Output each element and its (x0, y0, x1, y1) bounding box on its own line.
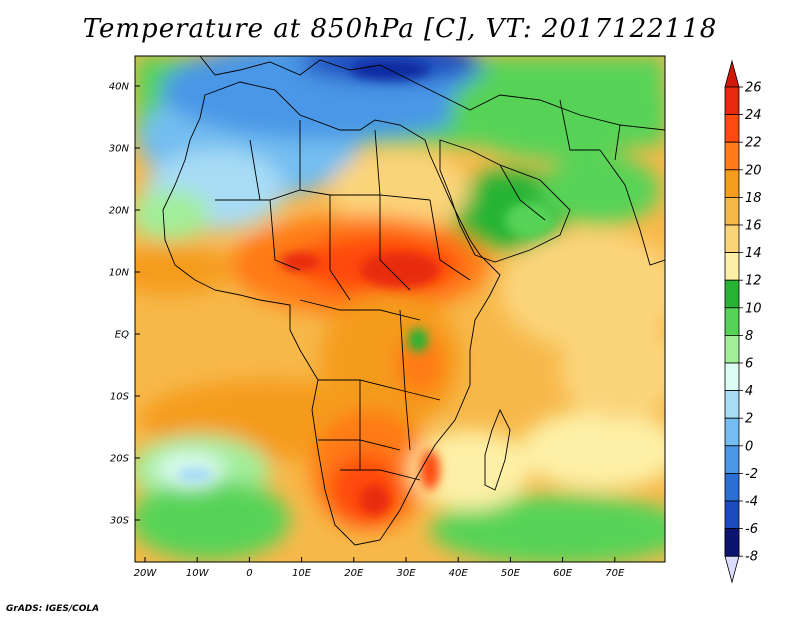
longitude-axis: 20W 10W 0 10E 20E 30E 40E 50E 60E 70E (134, 557, 625, 579)
colorbar-label: 12 (745, 274, 762, 289)
colorbar-box (724, 279, 740, 309)
colorbar-box (724, 307, 740, 336)
colorbar-label: -4 (745, 495, 758, 510)
colorbar-label: 20 (745, 163, 762, 178)
lon-label: 20E (344, 568, 364, 579)
colorbar-box (724, 86, 740, 116)
colorbar-label: 6 (745, 357, 753, 372)
colorbar-box (724, 114, 740, 143)
colorbar-box (724, 196, 740, 226)
colorbar-box (724, 141, 740, 171)
lon-label: 20W (134, 568, 158, 579)
colorbar-box (724, 417, 740, 447)
lon-label: 10W (186, 568, 210, 579)
colorbar-label: 10 (745, 301, 762, 316)
colorbar-box (724, 224, 740, 254)
colorbar-label: 4 (745, 384, 753, 399)
colorbar-label: 0 (745, 439, 753, 454)
colorbar-box (724, 334, 740, 364)
colorbar-label: -2 (745, 467, 758, 482)
colorbar-bottom-arrow (724, 555, 740, 584)
colorbar-label: 16 (745, 219, 762, 234)
colorbar-label: -8 (745, 550, 758, 565)
colorbar-label: 18 (745, 191, 762, 206)
lat-label: 30N (109, 144, 130, 155)
lon-label: 10E (292, 568, 312, 579)
colorbar-box (724, 445, 740, 474)
lat-label: 20N (109, 206, 130, 217)
colorbar-label: 22 (745, 136, 762, 151)
temperature-field (135, 56, 665, 562)
colorbar-box (724, 528, 740, 557)
lon-label: 70E (605, 568, 625, 579)
lat-label: 30S (110, 516, 130, 527)
colorbar-label: 2 (745, 412, 753, 427)
lon-label: 0 (246, 568, 252, 579)
colorbar-box (724, 500, 740, 530)
plot-frame (134, 55, 666, 563)
lat-label: 10N (109, 268, 130, 279)
colorbar-box (724, 472, 740, 502)
colorbar-label: 26 (745, 81, 762, 96)
colorbar-top-arrow (724, 59, 740, 88)
lon-label: 50E (501, 568, 521, 579)
colorbar-label: 8 (745, 329, 753, 344)
lat-label: EQ (115, 330, 129, 341)
lon-label: 30E (396, 568, 416, 579)
colorbar-box (724, 390, 740, 419)
colorbar-label: 14 (745, 246, 762, 261)
colorbar-box (724, 169, 740, 198)
india-outline (599, 149, 665, 266)
lat-label: 20S (110, 454, 130, 465)
africa-coastline (162, 81, 501, 546)
latitude-axis: 40N 30N 20N 10N EQ 10S 20S 30S (109, 82, 140, 527)
country-borders (162, 56, 665, 546)
lon-label: 60E (553, 568, 573, 579)
lon-label: 40E (449, 568, 469, 579)
madagascar-outline (484, 408, 511, 491)
lat-label: 10S (110, 392, 130, 403)
europe-coastline (199, 56, 665, 131)
colorbar-label: -6 (745, 522, 758, 537)
colorbar-box (724, 362, 740, 392)
colorbar-label: 24 (745, 108, 762, 123)
map-title: Temperature at 850hPa [C], VT: 201712211… (82, 14, 718, 44)
credit-text: GrADS: IGES/COLA (6, 604, 100, 614)
lat-label: 40N (109, 82, 130, 93)
colorbar-box (724, 252, 740, 281)
